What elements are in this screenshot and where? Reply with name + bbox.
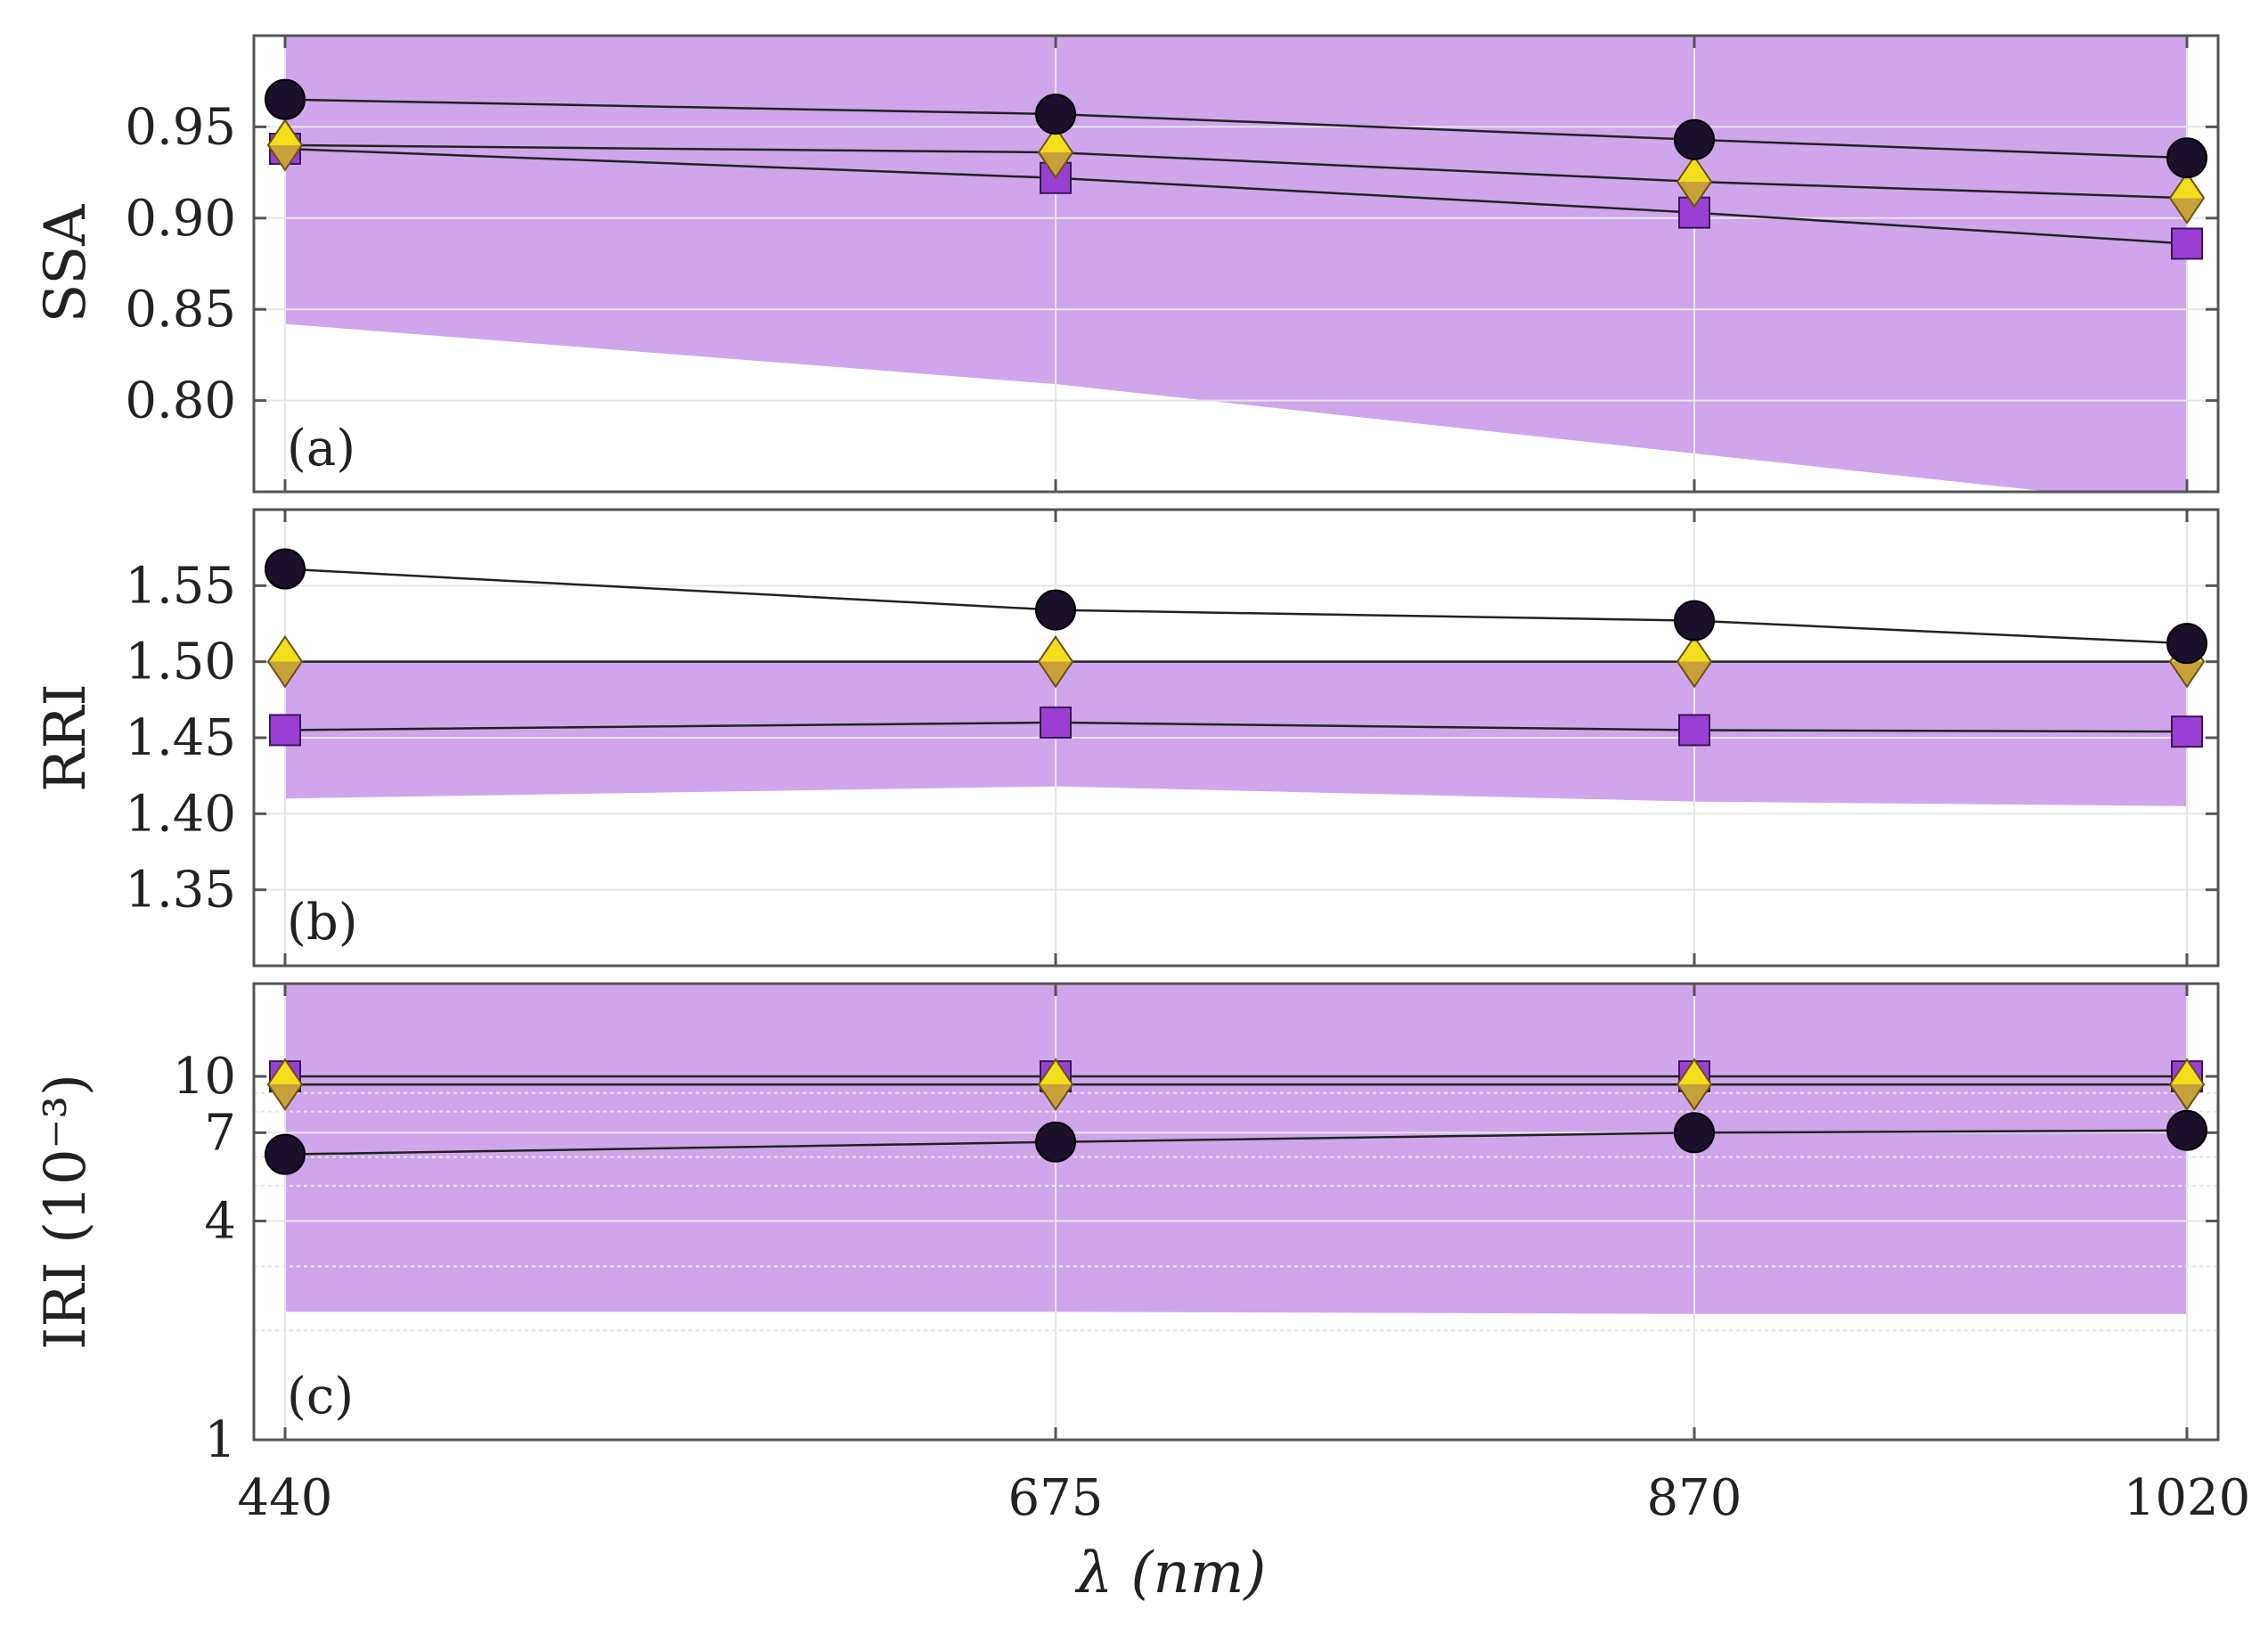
series-line-ssa-diamond [284,143,2188,200]
marker-rri-square-870 [1678,714,1710,747]
marker-ssa-diamond-440 [266,118,304,172]
x-tick-label: 1020 [2124,1469,2251,1527]
uncertainty-band-iri [285,984,2187,1314]
marker-iri-diamond-870 [1676,1058,1713,1111]
y-axis-title-iri: IRI (10⁻³) [33,1074,99,1350]
y-tick-label-rri: 1.35 [125,862,236,919]
y-tick-label-ssa: 0.85 [125,281,236,339]
marker-ssa-circle-1020 [2166,137,2207,179]
y-tick-label-ssa: 0.95 [125,98,236,156]
y-tick-label-iri: 4 [204,1192,236,1250]
panel-label-rri: (b) [287,894,358,952]
axes-frame-iri [252,982,2220,1442]
marker-iri-diamond-1020 [2168,1058,2206,1111]
marker-rri-diamond-675 [1037,634,1074,689]
marker-ssa-diamond-1020 [2168,171,2206,225]
panel-label-iri: (c) [287,1368,354,1426]
marker-rri-square-675 [1040,706,1072,739]
y-axis-title-rri: RRI [33,683,99,792]
y-tick-label-iri: 7 [204,1104,236,1162]
panel-rri: 1.35 1.40 1.45 1.50 1.55 (b) RRI [33,508,2220,968]
uncertainty-band-rri [285,661,2187,806]
marker-iri-circle-675 [1035,1121,1076,1163]
series-line-ssa-square [284,147,2188,245]
panel-label-ssa: (a) [287,420,355,478]
marker-rri-circle-440 [265,548,306,590]
y-tick-label-ssa: 0.90 [125,190,236,248]
x-axis: 440 675 870 1020 [238,1469,2251,1527]
marker-ssa-circle-675 [1035,94,1076,135]
panel-iri: 1 4 710 (c) IRI (10⁻³) [33,982,2220,1469]
x-tick-label: 870 [1647,1469,1742,1527]
panel-ssa: 0.80 0.85 0.90 0.95 (a) SSA [33,34,2220,494]
marker-iri-circle-870 [1674,1112,1715,1154]
marker-iri-circle-1020 [2166,1109,2207,1151]
marker-ssa-diamond-870 [1676,155,1713,208]
y-axis-title-ssa: SSA [33,204,99,323]
marker-ssa-diamond-675 [1037,126,1074,179]
marker-ssa-circle-870 [1674,118,1715,160]
uncertainty-band-ssa [285,36,2187,492]
marker-rri-square-1020 [2171,715,2203,748]
axes-frame-ssa [252,34,2220,494]
series-line-rri-circle [284,568,2188,645]
y-tick-label-rri: 1.40 [125,785,236,843]
marker-rri-circle-675 [1035,589,1076,631]
marker-rri-diamond-870 [1676,634,1713,689]
series-line-rri-square [284,721,2188,733]
y-tick-label-rri: 1.50 [125,633,236,691]
series-line-ssa-circle [284,98,2188,159]
marker-rri-diamond-440 [266,634,304,689]
marker-iri-diamond-675 [1037,1058,1074,1111]
marker-rri-circle-1020 [2166,623,2207,665]
series-line-iri-circle [284,1129,2188,1156]
y-tick-label-iri: 1 [204,1411,236,1469]
y-tick-label-rri: 1.55 [125,557,236,615]
y-tick-label-ssa: 0.80 [125,372,236,430]
x-axis-title: λ (nm) [1074,1540,1267,1606]
marker-iri-circle-440 [265,1133,306,1175]
x-tick-label: 440 [238,1469,333,1527]
marker-ssa-circle-440 [265,78,306,120]
y-tick-label-iri: 10 [173,1048,236,1106]
x-tick-label: 675 [1008,1469,1104,1527]
marker-iri-diamond-440 [266,1058,304,1111]
marker-ssa-square-1020 [2171,227,2203,260]
marker-rri-square-440 [269,714,301,747]
y-tick-label-rri: 1.45 [125,709,236,767]
marker-rri-circle-870 [1674,600,1715,641]
axes-frame-rri [252,508,2220,968]
